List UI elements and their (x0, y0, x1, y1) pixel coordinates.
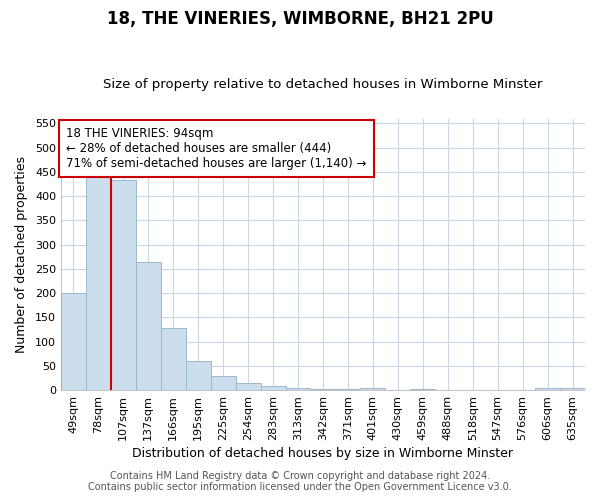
Text: Contains HM Land Registry data © Crown copyright and database right 2024.
Contai: Contains HM Land Registry data © Crown c… (88, 471, 512, 492)
Bar (161, 328, 186, 390)
Bar (310, 389, 335, 390)
Bar (111, 180, 136, 390)
Bar (136, 262, 161, 390)
Bar (86, 171, 111, 390)
Y-axis label: Number of detached properties: Number of detached properties (15, 156, 28, 353)
Bar (286, 388, 310, 390)
Bar (61, 293, 86, 390)
Bar (335, 389, 361, 390)
Bar (186, 361, 211, 390)
Text: 18 THE VINERIES: 94sqm
← 28% of detached houses are smaller (444)
71% of semi-de: 18 THE VINERIES: 94sqm ← 28% of detached… (66, 126, 367, 170)
Bar (535, 388, 560, 390)
Title: Size of property relative to detached houses in Wimborne Minster: Size of property relative to detached ho… (103, 78, 542, 91)
Bar (260, 386, 286, 390)
Text: 18, THE VINERIES, WIMBORNE, BH21 2PU: 18, THE VINERIES, WIMBORNE, BH21 2PU (107, 10, 493, 28)
Bar (361, 388, 385, 390)
X-axis label: Distribution of detached houses by size in Wimborne Minster: Distribution of detached houses by size … (133, 447, 514, 460)
Bar (211, 376, 236, 390)
Bar (236, 383, 260, 390)
Bar (410, 388, 435, 390)
Bar (560, 388, 585, 390)
